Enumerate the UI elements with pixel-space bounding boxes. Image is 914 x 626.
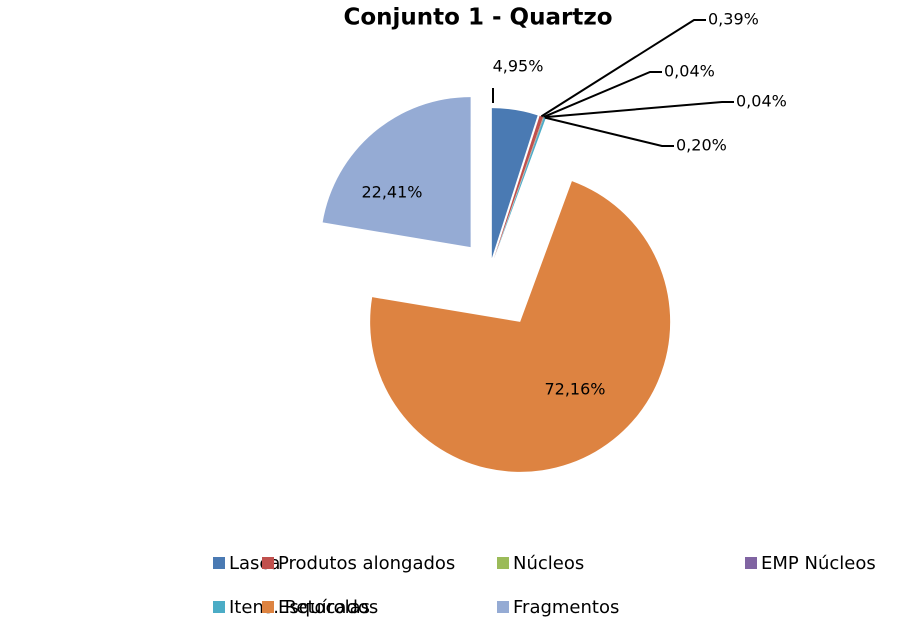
pie-slice bbox=[493, 115, 544, 259]
pie-slice bbox=[493, 117, 544, 259]
pie-slice bbox=[370, 181, 671, 472]
leader-line bbox=[540, 19, 706, 118]
legend-label: Fragmentos bbox=[513, 597, 619, 618]
pie-slice bbox=[494, 117, 546, 259]
legend-swatch bbox=[262, 601, 274, 613]
pie-slice bbox=[493, 117, 544, 259]
data-label: 0,04% bbox=[736, 92, 787, 111]
leader-line bbox=[543, 101, 734, 119]
data-label: 0,04% bbox=[664, 62, 715, 81]
legend-label: EMP Núcleos bbox=[761, 553, 876, 574]
legend-swatch bbox=[497, 557, 509, 569]
data-label: 22,41% bbox=[361, 183, 422, 202]
legend-swatch bbox=[213, 601, 225, 613]
data-label: 0,39% bbox=[708, 10, 759, 29]
legend-label: Esquírolas bbox=[278, 597, 370, 618]
data-label: 0,20% bbox=[676, 136, 727, 155]
legend-swatch bbox=[213, 557, 225, 569]
leader-line bbox=[544, 116, 674, 147]
pie-slice bbox=[322, 97, 471, 248]
legend-label: Núcleos bbox=[513, 553, 584, 574]
data-label: 4,95% bbox=[493, 57, 544, 76]
legend-label: Produtos alongados bbox=[278, 553, 455, 574]
leader-line bbox=[543, 71, 662, 118]
legend-swatch bbox=[497, 601, 509, 613]
data-label: 72,16% bbox=[544, 380, 605, 399]
legend-swatch bbox=[262, 557, 274, 569]
chart-title: Conjunto 1 - Quartzo bbox=[343, 5, 612, 31]
pie-slice bbox=[491, 108, 538, 259]
legend-swatch bbox=[745, 557, 757, 569]
